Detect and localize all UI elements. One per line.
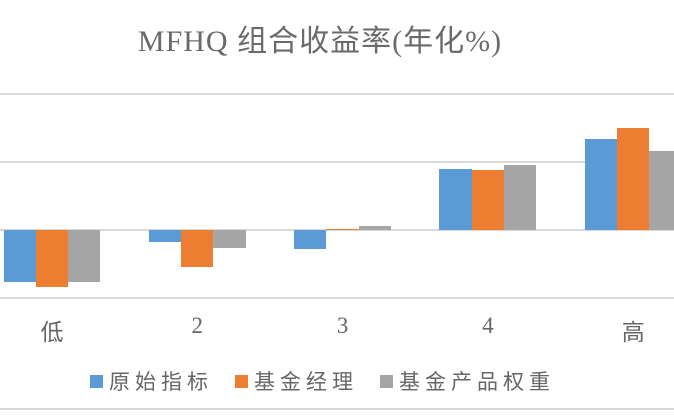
gridline-zero — [0, 229, 674, 231]
gridline — [0, 93, 674, 95]
bar-原始指标-高 — [584, 138, 618, 230]
legend-label: 原始指标 — [109, 370, 213, 394]
bar-基金产品权重-高 — [649, 151, 674, 230]
legend-label: 基金经理 — [254, 370, 358, 394]
bar-基金产品权重-低 — [68, 230, 101, 282]
x-axis-label-2: 2 — [191, 313, 204, 338]
x-axis-label-高: 高 — [621, 320, 645, 345]
bar-原始指标-2 — [148, 230, 182, 243]
bar-基金经理-高 — [617, 128, 650, 230]
bar-原始指标-3 — [294, 230, 327, 250]
bar-基金经理-4 — [471, 170, 505, 230]
bar-基金经理-低 — [35, 230, 69, 288]
x-axis-label-4: 4 — [482, 313, 494, 338]
bar-原始指标-4 — [439, 168, 472, 230]
legend: 原始指标 基金经理 基金产品权重 — [90, 366, 577, 396]
bar-基金经理-2 — [181, 230, 214, 267]
legend-swatch-icon — [90, 374, 103, 388]
gridline — [0, 161, 674, 163]
legend-swatch-icon — [235, 374, 248, 388]
bar-基金产品权重-4 — [504, 164, 537, 230]
legend-swatch-icon — [380, 374, 393, 388]
legend-item-基金经理: 基金经理 — [235, 366, 358, 396]
bar-原始指标-低 — [3, 230, 36, 282]
chart-title: MFHQ 组合收益率(年化%) — [137, 25, 503, 58]
bar-基金经理-3 — [326, 228, 359, 230]
bar-基金产品权重-2 — [213, 230, 246, 248]
x-axis-label-低: 低 — [40, 320, 64, 345]
legend-item-原始指标: 原始指标 — [90, 366, 213, 396]
x-axis-label-3: 3 — [336, 313, 349, 338]
legend-label: 基金产品权重 — [399, 370, 555, 394]
legend-item-基金产品权重: 基金产品权重 — [380, 366, 555, 396]
bar-基金产品权重-3 — [358, 225, 392, 230]
gridline — [0, 297, 674, 299]
bottom-border-line — [0, 408, 674, 410]
